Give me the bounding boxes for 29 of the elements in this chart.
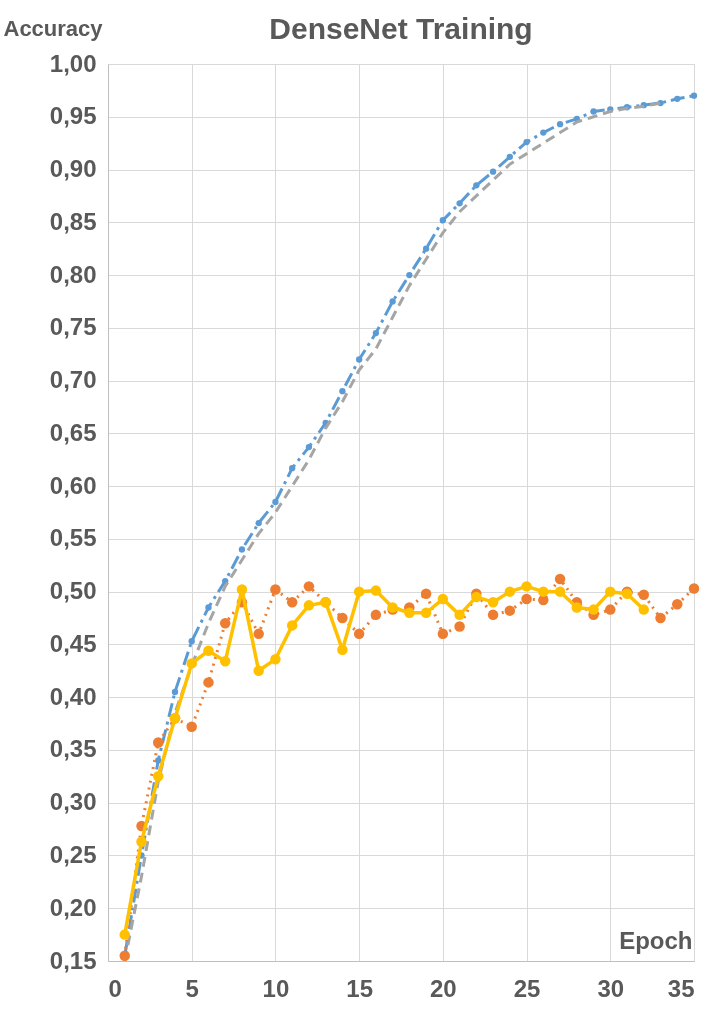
y-tick-label: 0,65 — [49, 418, 97, 446]
y-tick-label: 1,00 — [49, 49, 97, 77]
x-tick-label: 20 — [430, 974, 457, 1002]
y-tick-label: 0,15 — [49, 946, 97, 974]
y-tick-label: 0,55 — [49, 524, 97, 552]
x-tick-label: 10 — [262, 974, 290, 1002]
x-tick-label: 25 — [513, 974, 541, 1002]
y-axis-title: Accuracy — [3, 15, 104, 41]
y-tick-label: 0,75 — [49, 313, 97, 341]
x-tick-label: 0 — [108, 974, 122, 1002]
chart-title: DenseNet Training — [269, 12, 533, 45]
y-tick-label: 0,35 — [49, 735, 97, 763]
x-tick-label: 15 — [346, 974, 373, 1002]
y-tick-label: 0,25 — [49, 840, 97, 868]
x-axis-title: Epoch — [619, 926, 693, 954]
y-tick-label: 0,70 — [49, 366, 97, 394]
y-tick-label: 0,40 — [49, 682, 97, 710]
y-tick-label: 0,60 — [49, 471, 97, 499]
y-tick-label: 0,20 — [49, 893, 97, 921]
y-tick-label: 0,80 — [49, 260, 97, 288]
y-tick-label: 0,30 — [49, 788, 97, 816]
y-tick-label: 0,85 — [49, 207, 97, 235]
x-tick-label: 30 — [597, 974, 625, 1002]
x-tick-label: 5 — [185, 974, 199, 1002]
y-tick-label: 0,50 — [49, 577, 97, 605]
y-tick-label: 0,95 — [49, 102, 97, 130]
y-tick-label: 0,45 — [49, 629, 97, 657]
y-tick-label: 0,90 — [49, 155, 97, 183]
x-tick-label: 35 — [667, 974, 695, 1002]
